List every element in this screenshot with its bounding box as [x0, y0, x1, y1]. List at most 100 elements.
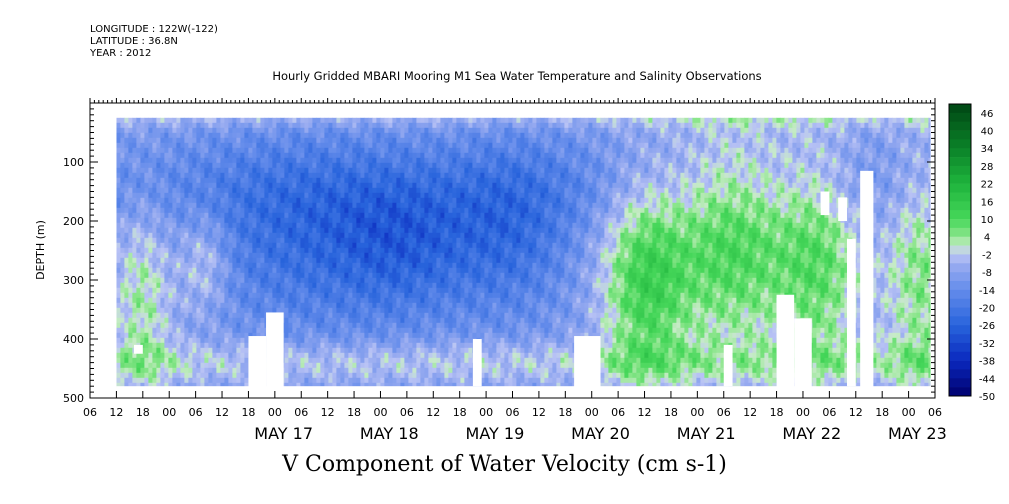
heatmap-cell [468, 317, 473, 324]
heatmap-cell [288, 117, 293, 124]
heatmap-cell [424, 242, 429, 249]
heatmap-cell [408, 322, 413, 329]
heatmap-cell [472, 307, 477, 314]
heatmap-cell [396, 362, 401, 369]
heatmap-cell [152, 147, 157, 154]
heatmap-cell [204, 377, 209, 384]
heatmap-cell [156, 212, 161, 219]
heatmap-cell [272, 247, 277, 254]
heatmap-cell [224, 322, 229, 329]
heatmap-cell [328, 232, 333, 239]
heatmap-cell [468, 282, 473, 289]
heatmap-cell [160, 297, 165, 304]
heatmap-cell [452, 277, 457, 284]
heatmap-cell [156, 187, 161, 194]
heatmap-cell [412, 202, 417, 209]
heatmap-cell [396, 292, 401, 299]
heatmap-cell [120, 252, 125, 259]
heatmap-cell [428, 277, 433, 284]
heatmap-cell [320, 372, 325, 379]
heatmap-cell [224, 377, 229, 384]
heatmap-cell [312, 212, 317, 219]
heatmap-cell [392, 182, 397, 189]
heatmap-cell [424, 137, 429, 144]
heatmap-cell [156, 327, 161, 334]
heatmap-cell [256, 277, 261, 284]
heatmap-cell [284, 332, 289, 339]
heatmap-cell [200, 142, 205, 149]
heatmap-cell [148, 357, 153, 364]
heatmap-cell [440, 192, 445, 199]
heatmap-cell [472, 332, 477, 339]
heatmap-cell [244, 252, 249, 259]
heatmap-cell [348, 242, 353, 249]
heatmap-cell [320, 322, 325, 329]
heatmap-cell [304, 202, 309, 209]
heatmap-cell [440, 337, 445, 344]
heatmap-cell [240, 252, 245, 259]
heatmap-cell [432, 217, 437, 224]
heatmap-cell [296, 352, 301, 359]
heatmap-cell [248, 117, 253, 124]
heatmap-cell [356, 312, 361, 319]
heatmap-cell [288, 212, 293, 219]
heatmap-cell [136, 162, 141, 169]
heatmap-cell [224, 202, 229, 209]
heatmap-cell [416, 377, 421, 384]
heatmap-cell [372, 322, 377, 329]
heatmap-cell [288, 287, 293, 294]
heatmap-cell [132, 362, 137, 369]
heatmap-cell [300, 197, 305, 204]
heatmap-cell [420, 237, 425, 244]
heatmap-cell [420, 187, 425, 194]
heatmap-cell [340, 352, 345, 359]
heatmap-cell [416, 272, 421, 279]
heatmap-cell [444, 372, 449, 379]
heatmap-cell [360, 237, 365, 244]
heatmap-cell [248, 142, 253, 149]
heatmap-cell [264, 127, 269, 134]
heatmap-cell [400, 327, 405, 334]
heatmap-cell [428, 372, 433, 379]
heatmap-cell [252, 117, 257, 124]
heatmap-cell [124, 172, 129, 179]
heatmap-cell [416, 202, 421, 209]
heatmap-cell [360, 267, 365, 274]
heatmap-cell [336, 337, 341, 344]
heatmap-cell [144, 287, 149, 294]
heatmap-cell [368, 317, 373, 324]
heatmap-cell [168, 172, 173, 179]
heatmap-cell [144, 122, 149, 129]
heatmap-cell [164, 222, 169, 229]
heatmap-cell [192, 187, 197, 194]
heatmap-cell [336, 147, 341, 154]
heatmap-cell [172, 212, 177, 219]
heatmap-cell [388, 362, 393, 369]
heatmap-cell [360, 377, 365, 384]
heatmap-cell [316, 367, 321, 374]
heatmap-cell [472, 137, 477, 144]
heatmap-cell [172, 122, 177, 129]
heatmap-cell [292, 352, 297, 359]
heatmap-cell [336, 192, 341, 199]
heatmap-cell [420, 327, 425, 334]
heatmap-cell [336, 122, 341, 129]
heatmap-cell [124, 367, 129, 374]
heatmap-cell [364, 267, 369, 274]
heatmap-cell [232, 362, 237, 369]
heatmap-cell [448, 152, 453, 159]
heatmap-cell [176, 192, 181, 199]
heatmap-cell [420, 287, 425, 294]
heatmap-cell [392, 232, 397, 239]
heatmap-cell [468, 127, 473, 134]
heatmap-cell [288, 282, 293, 289]
heatmap-cell [312, 282, 317, 289]
heatmap-cell [172, 252, 177, 259]
heatmap-cell [232, 257, 237, 264]
heatmap-cell [324, 277, 329, 284]
heatmap-cell [252, 242, 257, 249]
heatmap-cell [336, 367, 341, 374]
heatmap-cell [212, 172, 217, 179]
heatmap-cell [172, 152, 177, 159]
heatmap-cell [368, 262, 373, 269]
